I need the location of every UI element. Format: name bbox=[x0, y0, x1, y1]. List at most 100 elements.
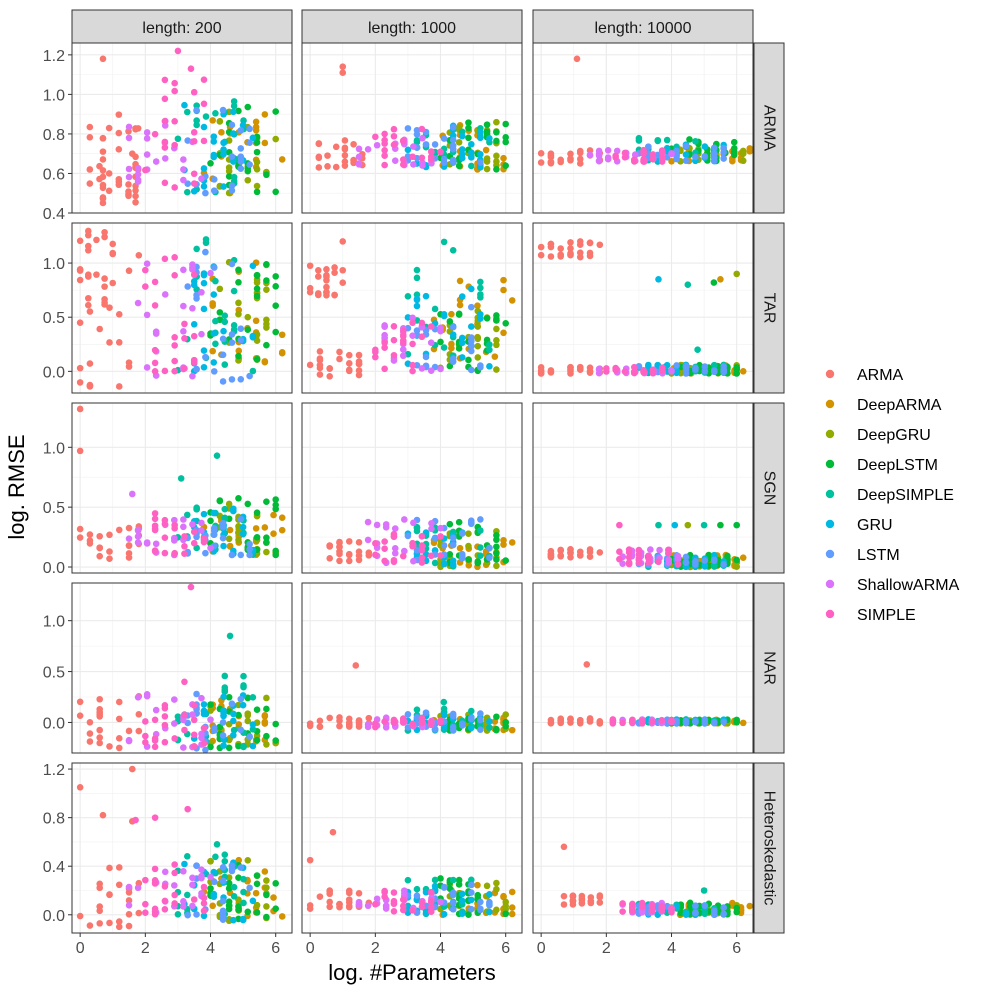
x-tick-label: 2 bbox=[602, 940, 611, 957]
data-point bbox=[630, 158, 638, 165]
data-point bbox=[161, 868, 169, 876]
data-point bbox=[105, 170, 113, 177]
y-tick-label: 0.0 bbox=[43, 715, 65, 732]
data-point bbox=[733, 365, 741, 373]
data-point bbox=[226, 526, 234, 534]
row-strip-label: SGN bbox=[761, 471, 778, 506]
data-point bbox=[364, 536, 372, 544]
data-point bbox=[278, 331, 286, 339]
data-point bbox=[143, 260, 151, 268]
data-point bbox=[263, 694, 270, 702]
y-tick-label: 1.2 bbox=[43, 48, 65, 65]
data-point bbox=[477, 726, 484, 733]
data-point bbox=[619, 719, 626, 727]
data-point bbox=[244, 908, 252, 916]
data-point bbox=[84, 231, 92, 239]
data-point bbox=[253, 148, 261, 156]
data-point bbox=[390, 141, 398, 149]
data-point bbox=[209, 117, 216, 124]
data-point bbox=[483, 158, 491, 165]
panel-background bbox=[533, 583, 753, 753]
data-point bbox=[493, 315, 500, 323]
data-point bbox=[418, 125, 426, 133]
data-point bbox=[181, 365, 188, 372]
data-point bbox=[446, 318, 454, 325]
data-point bbox=[181, 711, 188, 719]
data-point bbox=[390, 907, 398, 915]
data-point bbox=[151, 278, 159, 286]
data-point bbox=[557, 552, 565, 560]
data-point bbox=[569, 901, 577, 908]
data-point bbox=[263, 539, 270, 546]
data-point bbox=[557, 547, 565, 555]
data-point bbox=[486, 554, 493, 562]
data-point bbox=[390, 323, 398, 330]
data-point bbox=[458, 910, 466, 917]
data-point bbox=[230, 98, 238, 105]
data-point bbox=[253, 166, 261, 173]
legend-item: DeepSIMPLE bbox=[825, 487, 954, 504]
data-point bbox=[477, 134, 484, 142]
data-point bbox=[216, 497, 224, 504]
data-point bbox=[171, 550, 178, 558]
data-point bbox=[263, 316, 270, 324]
data-point bbox=[142, 876, 149, 884]
data-point bbox=[440, 724, 448, 731]
data-point bbox=[339, 69, 347, 76]
data-point bbox=[587, 899, 595, 907]
data-point bbox=[596, 718, 604, 726]
data-point bbox=[474, 302, 481, 309]
points bbox=[76, 405, 286, 562]
data-point bbox=[253, 872, 261, 879]
data-point bbox=[190, 731, 198, 739]
data-point bbox=[455, 881, 463, 888]
data-point bbox=[381, 893, 388, 901]
data-point bbox=[474, 559, 482, 567]
data-point bbox=[418, 899, 426, 906]
data-point bbox=[115, 111, 123, 118]
data-point bbox=[219, 106, 227, 114]
data-point bbox=[477, 315, 484, 322]
data-point bbox=[246, 545, 253, 553]
data-point bbox=[336, 557, 343, 565]
data-point bbox=[246, 139, 253, 147]
data-point bbox=[493, 341, 500, 349]
data-point bbox=[161, 713, 169, 720]
data-point bbox=[86, 123, 94, 131]
data-point bbox=[390, 532, 398, 540]
data-point bbox=[455, 518, 463, 526]
data-point bbox=[187, 65, 195, 72]
data-point bbox=[458, 339, 466, 347]
y-tick-label: 0.0 bbox=[43, 364, 65, 381]
data-point bbox=[648, 718, 656, 725]
legend-swatch bbox=[825, 369, 835, 379]
data-point bbox=[96, 544, 104, 552]
data-point bbox=[413, 274, 421, 282]
points bbox=[86, 47, 286, 207]
data-point bbox=[372, 353, 379, 361]
data-point bbox=[190, 321, 198, 328]
y-tick-label: 1.0 bbox=[43, 614, 65, 631]
data-point bbox=[710, 279, 718, 286]
data-point bbox=[200, 907, 208, 915]
data-point bbox=[306, 262, 314, 270]
data-point bbox=[733, 370, 741, 377]
data-point bbox=[161, 255, 169, 263]
data-point bbox=[410, 143, 417, 150]
data-point bbox=[134, 171, 142, 178]
legend-label: DeepLSTM bbox=[857, 457, 938, 474]
data-point bbox=[219, 908, 227, 916]
data-point bbox=[629, 908, 636, 915]
panel-border bbox=[532, 402, 754, 574]
data-point bbox=[134, 527, 142, 534]
data-point bbox=[125, 554, 133, 561]
data-point bbox=[161, 738, 169, 746]
data-point bbox=[720, 366, 727, 373]
data-point bbox=[331, 291, 338, 299]
data-point bbox=[161, 704, 169, 712]
data-point bbox=[193, 245, 200, 253]
data-point bbox=[345, 557, 353, 565]
data-point bbox=[418, 319, 426, 327]
data-point bbox=[701, 143, 709, 150]
data-point bbox=[235, 352, 242, 360]
